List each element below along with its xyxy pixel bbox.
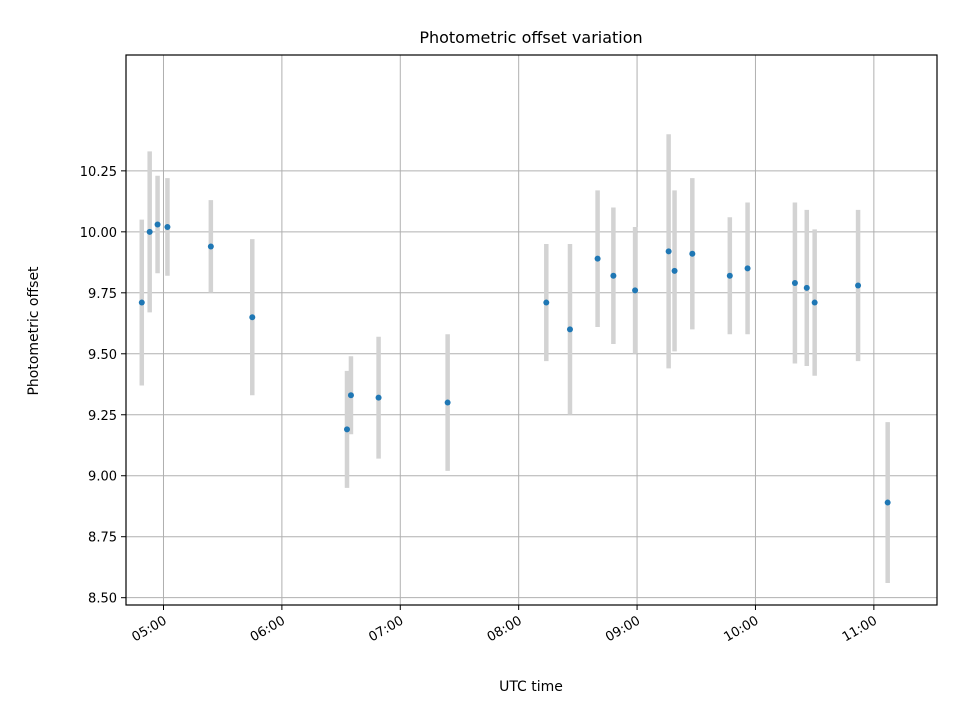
y-axis-label: Photometric offset <box>26 266 42 396</box>
data-point <box>444 399 451 406</box>
data-point <box>884 499 891 506</box>
data-point <box>164 223 171 230</box>
chart-title: Photometric offset variation <box>419 28 642 47</box>
data-point <box>138 299 145 306</box>
data-point <box>594 255 601 262</box>
data-point <box>665 248 672 255</box>
grid-lines <box>126 55 937 605</box>
data-point <box>154 221 161 228</box>
data-point <box>689 250 696 257</box>
data-point <box>803 284 810 291</box>
y-tick-label: 9.25 <box>88 409 117 424</box>
y-axis-ticks: 8.50 8.75 9.00 9.25 9.50 9.75 10.00 10.25 <box>80 165 126 607</box>
y-tick-label: 10.25 <box>80 165 117 180</box>
data-point <box>566 326 573 333</box>
y-tick-label: 9.50 <box>88 348 117 363</box>
data-point <box>375 394 382 401</box>
data-point <box>744 265 751 272</box>
data-point <box>207 243 214 250</box>
x-axis-label: UTC time <box>499 679 563 695</box>
data-point <box>791 280 798 287</box>
data-point <box>855 282 862 289</box>
y-tick-label: 10.00 <box>80 226 117 241</box>
data-point <box>811 299 818 306</box>
data-point <box>146 228 153 235</box>
data-point <box>347 392 354 399</box>
data-point <box>543 299 550 306</box>
data-points <box>138 221 891 506</box>
data-point <box>671 267 678 274</box>
y-tick-label: 8.75 <box>88 531 117 546</box>
data-point <box>344 426 351 433</box>
data-point <box>632 287 639 294</box>
y-tick-label: 9.75 <box>88 287 117 302</box>
data-point <box>726 272 733 279</box>
plot-frame <box>125 54 938 606</box>
data-point <box>249 314 256 321</box>
data-point <box>610 272 617 279</box>
y-tick-label: 8.50 <box>88 592 117 607</box>
y-tick-label: 9.00 <box>88 470 117 485</box>
